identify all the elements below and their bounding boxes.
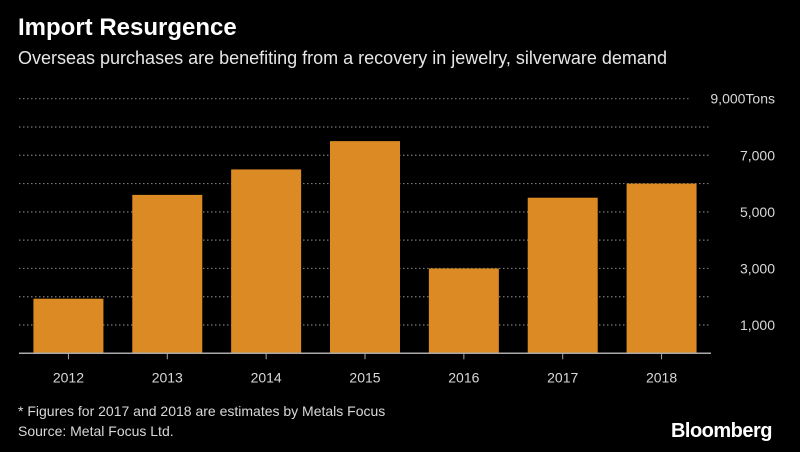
bar-2013 bbox=[132, 194, 203, 354]
y-tick-label: 1,000 bbox=[740, 317, 775, 333]
source-note: Source: Metal Focus Ltd. bbox=[18, 423, 174, 439]
bar-2014 bbox=[231, 169, 302, 354]
bar-2018 bbox=[626, 183, 697, 354]
x-tick-label: 2017 bbox=[547, 369, 578, 385]
y-tick-label: 5,000 bbox=[740, 204, 775, 220]
x-tick-label: 2018 bbox=[646, 369, 677, 385]
x-tick-label: 2012 bbox=[53, 369, 84, 385]
x-tick-label: 2014 bbox=[251, 369, 282, 385]
bar-2015 bbox=[330, 141, 400, 354]
y-tick-label: 3,000 bbox=[740, 260, 775, 276]
footnote: * Figures for 2017 and 2018 are estimate… bbox=[18, 403, 386, 419]
bar-2017 bbox=[527, 197, 598, 354]
y-tick-label: 9,000Tons bbox=[710, 91, 775, 107]
bar-chart: 1,000 3,000 5,000 7,000 9,000Tons 2012 2013 201… bbox=[19, 91, 775, 385]
bloomberg-logo: Bloomberg bbox=[670, 420, 773, 442]
chart-title: Import Resurgence bbox=[18, 14, 237, 41]
bar-2012 bbox=[33, 298, 104, 354]
y-tick-label: 7,000 bbox=[740, 147, 775, 163]
x-tick-label: 2013 bbox=[152, 369, 183, 385]
x-tick-label: 2015 bbox=[349, 369, 380, 385]
x-tick-label: 2016 bbox=[448, 369, 479, 385]
chart-subtitle: Overseas purchases are benefiting from a… bbox=[18, 48, 667, 68]
bar-2016 bbox=[428, 268, 499, 354]
